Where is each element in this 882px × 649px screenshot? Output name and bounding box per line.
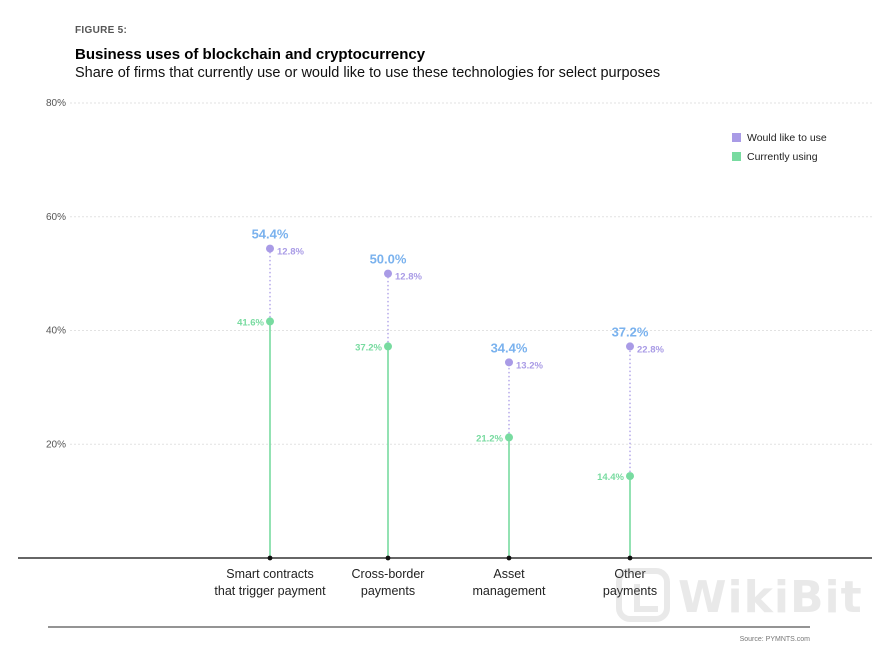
would-like-point	[505, 358, 513, 367]
x-tick-mark	[506, 555, 512, 561]
x-category-label: management	[473, 584, 546, 598]
y-tick-label: 40%	[46, 326, 66, 337]
x-category-label: Asset	[493, 567, 525, 581]
total-label: 54.4%	[252, 227, 289, 242]
currently-using-point	[505, 433, 513, 442]
legend-swatch	[732, 133, 741, 142]
x-category-label: Cross-border	[352, 567, 425, 581]
total-label: 37.2%	[612, 324, 649, 339]
legend-label: Currently using	[747, 151, 818, 163]
currently-using-label: 41.6%	[237, 317, 264, 328]
x-tick-mark	[627, 555, 633, 561]
legend-label: Would like to use	[747, 132, 827, 144]
total-label: 50.0%	[370, 252, 407, 267]
x-category-label: Smart contracts	[226, 567, 314, 581]
currently-using-label: 21.2%	[476, 433, 503, 444]
would-like-label: 22.8%	[637, 344, 664, 355]
chart-title: Business uses of blockchain and cryptocu…	[75, 46, 426, 63]
chart-subtitle: Share of firms that currently use or wou…	[75, 65, 661, 81]
watermark-text: WikiBit	[678, 572, 863, 623]
would-like-point	[266, 244, 274, 253]
y-tick-label: 80%	[46, 98, 66, 109]
x-category-label: payments	[361, 584, 415, 598]
x-tick-mark	[385, 555, 391, 561]
currently-using-point	[266, 317, 274, 326]
x-tick-mark	[267, 555, 273, 561]
legend-swatch	[732, 152, 741, 161]
would-like-label: 12.8%	[395, 272, 422, 283]
x-category-label: payments	[603, 584, 657, 598]
would-like-point	[384, 269, 392, 278]
currently-using-label: 37.2%	[355, 342, 382, 353]
currently-using-point	[384, 342, 392, 351]
y-tick-label: 60%	[46, 212, 66, 223]
figure-label: FIGURE 5:	[75, 25, 128, 36]
total-label: 34.4%	[491, 340, 528, 355]
currently-using-label: 14.4%	[597, 472, 624, 483]
x-category-label: that trigger payment	[214, 584, 326, 598]
y-tick-label: 20%	[46, 439, 66, 450]
would-like-label: 13.2%	[516, 360, 543, 371]
currently-using-point	[626, 472, 634, 481]
wikibit-logo-icon	[616, 568, 670, 622]
would-like-label: 12.8%	[277, 247, 304, 258]
source-note: Source: PYMNTS.com	[739, 636, 810, 643]
would-like-point	[626, 342, 634, 351]
watermark-logo: WikiBit	[612, 566, 872, 626]
